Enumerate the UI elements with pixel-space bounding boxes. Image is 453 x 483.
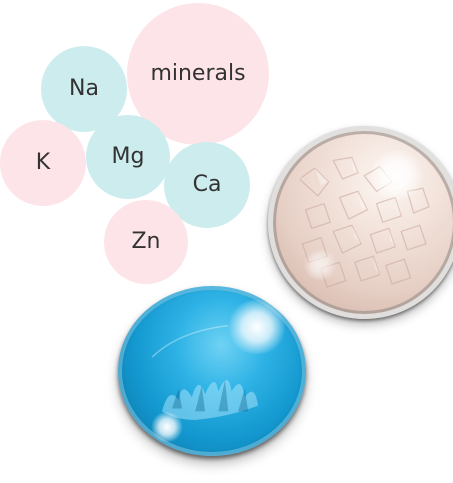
bubble-zn: Zn (104, 200, 188, 284)
bubble-k-label: K (35, 150, 51, 175)
water-droplet-orb-image (118, 286, 306, 456)
bubble-zn-label: Zn (131, 229, 161, 254)
salt-orb-highlight (368, 150, 426, 200)
water-orb-highlight (226, 300, 288, 354)
bubble-mg-label: Mg (111, 144, 145, 169)
bubble-ca-label: Ca (192, 172, 222, 197)
water-orb-bottom-highlight (150, 412, 184, 442)
water-splash-texture (151, 324, 259, 420)
bubble-mg: Mg (86, 115, 170, 199)
salt-crystals-orb-image (268, 126, 453, 319)
bubble-minerals-label: minerals (150, 61, 246, 86)
bubble-na-label: Na (69, 76, 99, 101)
bubble-na: Na (41, 46, 127, 132)
bubble-k: K (0, 120, 86, 206)
salt-orb-bottom-highlight (302, 250, 338, 280)
bubble-ca: Ca (164, 142, 250, 228)
